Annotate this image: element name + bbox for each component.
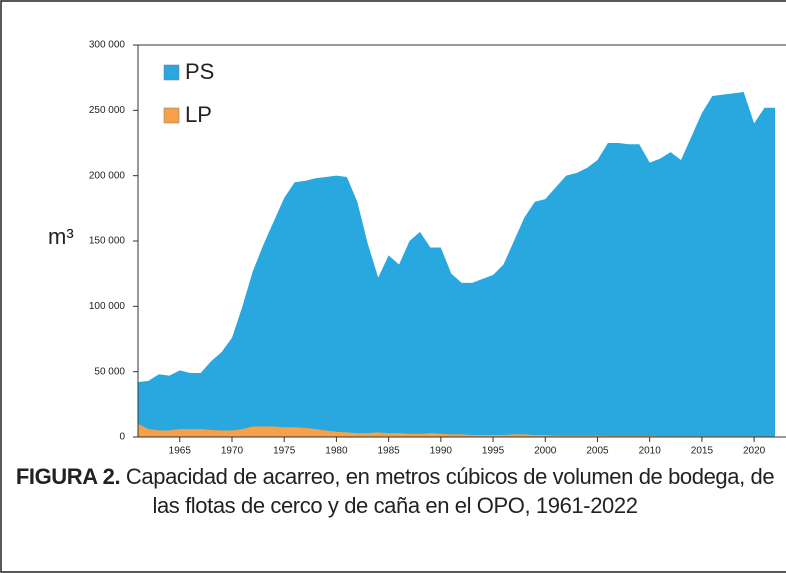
x-tick-label: 1990 — [430, 446, 453, 457]
y-tick-label: 0 — [119, 432, 125, 443]
area — [138, 423, 775, 437]
y-tick-label: 300 000 — [89, 40, 126, 51]
x-tick-label: 1965 — [169, 446, 192, 457]
y-tick-label: 200 000 — [89, 170, 126, 181]
caption-text: Capacidad de acarreo, en metros cúbicos … — [125, 464, 775, 518]
caption-label: FIGURA 2. — [15, 464, 121, 489]
y-tick-label: 250 000 — [89, 105, 126, 116]
x-tick-label: 1995 — [482, 446, 505, 457]
area — [138, 92, 775, 437]
x-tick-label: 2000 — [534, 446, 557, 457]
legend-label: LP — [185, 102, 212, 127]
x-tick-label: 1985 — [377, 446, 400, 457]
y-tick-label: 150 000 — [89, 236, 126, 247]
legend-swatch — [163, 64, 180, 81]
x-tick-label: 2005 — [586, 446, 609, 457]
x-tick-label: 2020 — [743, 446, 766, 457]
y-axis-label: m³ — [48, 224, 74, 249]
legend-swatch — [163, 107, 180, 124]
x-tick-label: 1980 — [325, 446, 348, 457]
y-tick-label: 50 000 — [94, 366, 125, 377]
x-tick-label: 2010 — [639, 446, 662, 457]
caption: FIGURA 2. Capacidad de acarreo, en metro… — [0, 462, 786, 520]
y-tick-label: 100 000 — [89, 301, 126, 312]
x-tick-label: 1970 — [221, 446, 244, 457]
legend-label: PS — [185, 59, 214, 84]
x-tick-label: 2015 — [691, 446, 714, 457]
x-tick-label: 1975 — [273, 446, 296, 457]
